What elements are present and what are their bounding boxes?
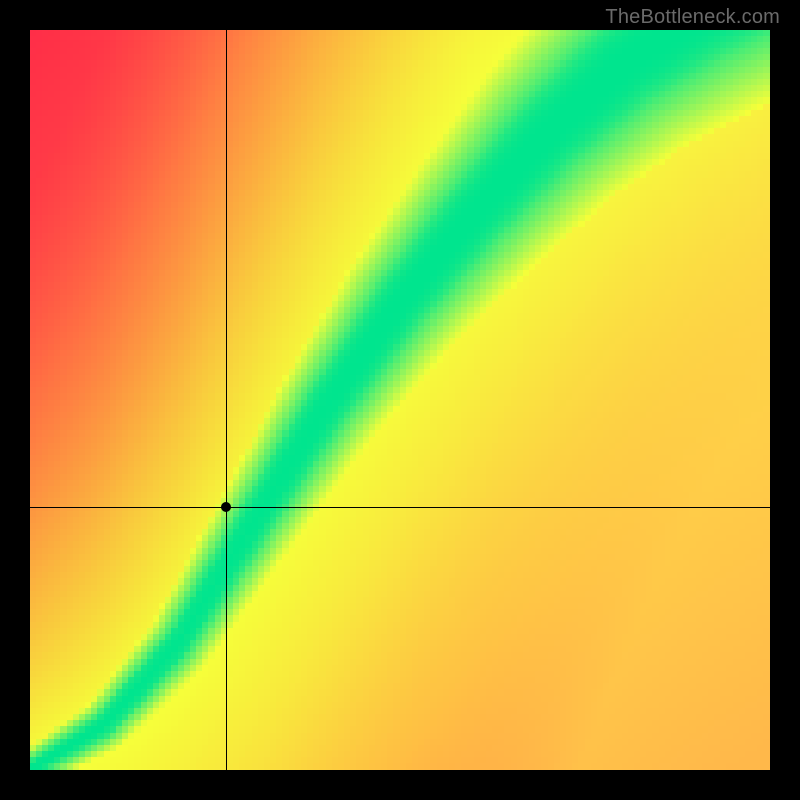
heatmap-canvas bbox=[30, 30, 770, 770]
heatmap-plot bbox=[30, 30, 770, 770]
selection-point bbox=[221, 502, 231, 512]
crosshair-vertical bbox=[226, 30, 227, 770]
crosshair-horizontal bbox=[30, 507, 770, 508]
figure-outer: TheBottleneck.com bbox=[0, 0, 800, 800]
watermark-text: TheBottleneck.com bbox=[605, 6, 780, 29]
